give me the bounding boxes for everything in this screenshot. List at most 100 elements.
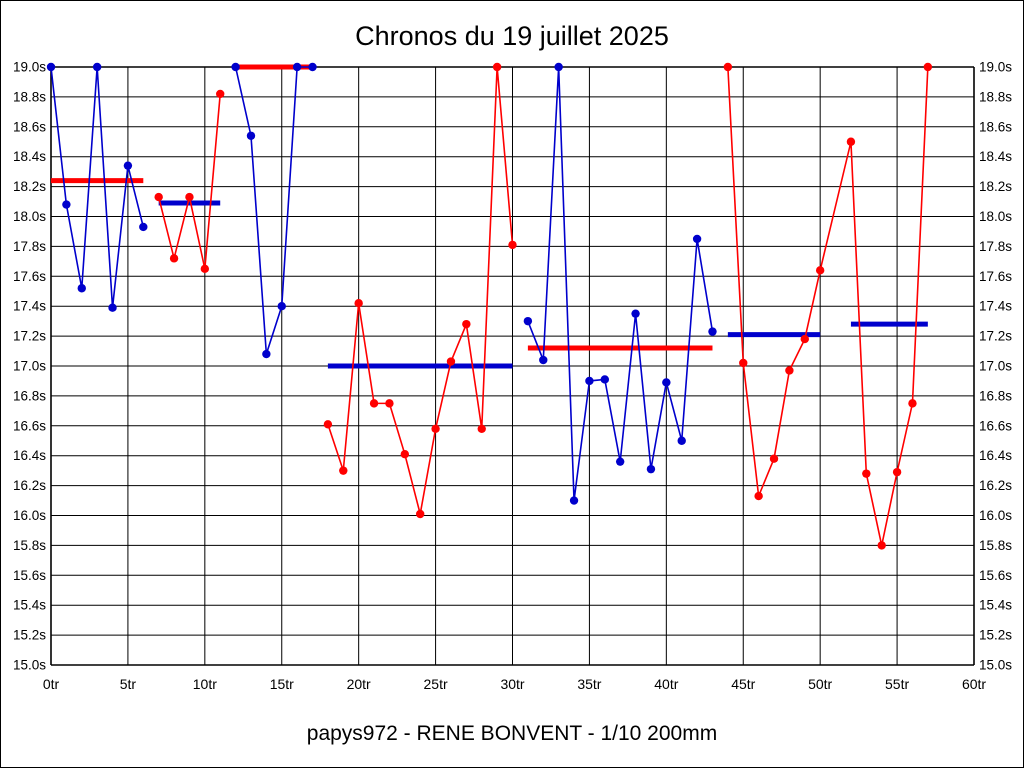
y-tick-label-right: 16.2s — [979, 478, 1012, 493]
y-tick-label-right: 18.4s — [979, 149, 1012, 164]
data-point — [108, 303, 117, 312]
data-point — [477, 424, 486, 433]
data-point — [292, 62, 302, 72]
data-point — [446, 357, 456, 366]
y-tick-label-right: 17.8s — [979, 239, 1012, 254]
data-point — [739, 358, 748, 368]
data-point — [431, 424, 440, 433]
y-tick-label-left: 17.8s — [13, 239, 46, 254]
x-tick-label: 40tr — [654, 676, 678, 692]
page-title: Chronos du 19 juillet 2025 — [355, 21, 669, 51]
data-point — [785, 366, 794, 375]
data-point — [416, 509, 425, 519]
data-point — [46, 62, 56, 72]
y-tick-label-left: 16.6s — [13, 418, 46, 433]
data-point — [62, 200, 71, 209]
data-point — [569, 496, 579, 505]
data-point — [754, 491, 763, 501]
data-point — [216, 89, 225, 99]
y-tick-label-right: 17.0s — [979, 359, 1012, 374]
y-tick-label-right: 15.4s — [979, 598, 1012, 613]
data-point — [400, 450, 410, 459]
data-point — [923, 62, 933, 72]
data-point — [539, 355, 548, 365]
y-tick-label-right: 18.0s — [979, 209, 1012, 224]
data-point — [646, 464, 656, 474]
data-point — [154, 192, 163, 202]
data-point — [892, 467, 902, 477]
data-point — [723, 62, 733, 72]
y-tick-label-left: 15.2s — [13, 628, 46, 643]
data-point — [92, 62, 102, 72]
y-tick-label-left: 17.2s — [13, 329, 46, 344]
data-point — [662, 378, 671, 387]
footer-caption: papys972 - RENE BONVENT - 1/10 200mm — [306, 722, 718, 745]
y-tick-label-right: 15.8s — [979, 538, 1012, 553]
x-tick-label: 10tr — [193, 676, 217, 692]
y-tick-label-left: 15.8s — [13, 538, 46, 553]
data-point — [615, 457, 625, 466]
data-point — [262, 349, 271, 359]
data-point — [600, 375, 609, 384]
y-tick-label-right: 17.6s — [979, 269, 1012, 284]
y-tick-label-left: 15.6s — [13, 568, 46, 583]
data-point — [308, 62, 317, 72]
data-point — [692, 234, 702, 244]
data-point — [677, 436, 686, 445]
x-tick-label: 25tr — [424, 676, 448, 692]
data-point — [231, 62, 240, 72]
data-point — [554, 62, 563, 72]
x-tick-label: 35tr — [577, 676, 601, 692]
data-point — [800, 334, 809, 344]
y-tick-label-left: 16.4s — [13, 448, 46, 463]
series-line — [50, 66, 145, 309]
y-tick-label-right: 18.8s — [979, 89, 1012, 104]
y-tick-label-left: 16.0s — [13, 508, 46, 523]
data-point — [200, 264, 210, 274]
y-tick-label-right: 19.0s — [979, 60, 1012, 75]
data-point — [769, 454, 779, 463]
data-point — [323, 420, 333, 429]
y-tick-label-left: 18.6s — [13, 119, 46, 134]
x-tick-label: 60tr — [962, 676, 986, 692]
x-tick-label: 15tr — [270, 676, 294, 692]
data-point — [339, 466, 348, 475]
x-tick-label: 5tr — [120, 676, 137, 692]
y-tick-label-left: 15.4s — [13, 598, 46, 613]
x-tick-label: 20tr — [347, 676, 371, 692]
series-line — [527, 66, 714, 502]
y-tick-label-left: 18.2s — [13, 179, 46, 194]
y-tick-label-right: 16.8s — [979, 388, 1012, 403]
data-point — [523, 316, 533, 326]
series-line — [234, 66, 313, 355]
data-point — [492, 62, 502, 72]
y-tick-label-right: 15.0s — [979, 658, 1012, 673]
data-point — [123, 161, 133, 170]
data-point — [169, 254, 179, 263]
y-tick-label-left: 18.4s — [13, 149, 46, 164]
data-point — [462, 319, 471, 329]
y-tick-label-left: 19.0s — [13, 60, 46, 75]
y-tick-label-right: 16.0s — [979, 508, 1012, 523]
y-tick-label-left: 15.0s — [13, 658, 46, 673]
y-tick-label-right: 18.6s — [979, 119, 1012, 134]
y-tick-label-right: 16.4s — [979, 448, 1012, 463]
y-tick-label-right: 15.6s — [979, 568, 1012, 583]
data-point — [908, 399, 917, 408]
data-point — [631, 309, 640, 318]
x-tick-label: 50tr — [808, 676, 832, 692]
x-tick-label: 55tr — [885, 676, 909, 692]
y-tick-label-right: 18.2s — [979, 179, 1012, 194]
y-tick-label-left: 17.6s — [13, 269, 46, 284]
data-point — [708, 327, 717, 336]
data-point — [846, 137, 856, 146]
y-tick-label-right: 16.6s — [979, 418, 1012, 433]
data-point — [508, 240, 517, 250]
y-tick-label-right: 15.2s — [979, 628, 1012, 643]
x-tick-label: 0tr — [43, 676, 60, 692]
data-point — [385, 399, 394, 408]
data-point — [815, 266, 825, 275]
series-line — [327, 66, 514, 515]
